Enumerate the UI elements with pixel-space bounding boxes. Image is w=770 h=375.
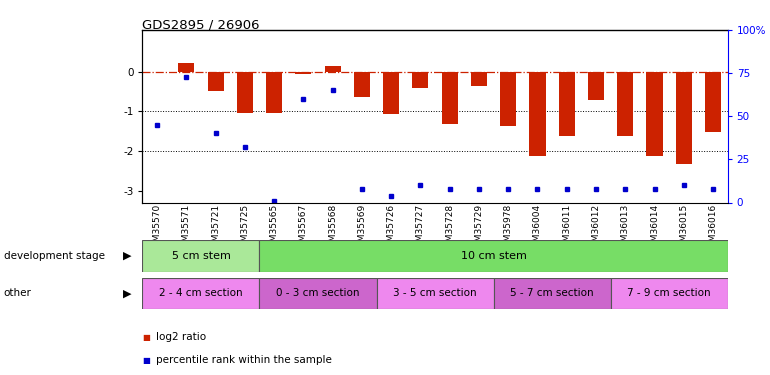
Text: percentile rank within the sample: percentile rank within the sample <box>156 355 332 365</box>
Text: 0 - 3 cm section: 0 - 3 cm section <box>276 288 360 298</box>
Bar <box>142 278 259 309</box>
Bar <box>442 72 457 124</box>
Bar <box>471 72 487 86</box>
Text: ■: ■ <box>142 333 150 342</box>
Text: 3 - 5 cm section: 3 - 5 cm section <box>393 288 477 298</box>
Text: 7 - 9 cm section: 7 - 9 cm section <box>628 288 711 298</box>
Bar <box>705 72 721 132</box>
Bar <box>618 72 633 136</box>
Bar <box>354 72 370 97</box>
Bar <box>413 72 428 88</box>
Text: ▶: ▶ <box>123 251 132 261</box>
Bar <box>237 72 253 113</box>
Text: log2 ratio: log2 ratio <box>156 333 206 342</box>
Bar <box>179 63 194 72</box>
Text: 10 cm stem: 10 cm stem <box>460 251 527 261</box>
Text: 5 cm stem: 5 cm stem <box>172 251 230 261</box>
Text: ■: ■ <box>142 356 150 364</box>
Bar <box>259 240 728 272</box>
Bar <box>494 278 611 309</box>
Text: 2 - 4 cm section: 2 - 4 cm section <box>159 288 243 298</box>
Bar <box>325 66 340 72</box>
Bar <box>259 278 377 309</box>
Bar <box>296 72 311 74</box>
Text: 5 - 7 cm section: 5 - 7 cm section <box>511 288 594 298</box>
Bar <box>500 72 516 126</box>
Text: development stage: development stage <box>4 251 105 261</box>
Bar <box>611 278 728 309</box>
Bar <box>530 72 545 156</box>
Text: other: other <box>4 288 32 298</box>
Text: ▶: ▶ <box>123 288 132 298</box>
Text: GDS2895 / 26906: GDS2895 / 26906 <box>142 19 260 32</box>
Bar <box>647 72 662 156</box>
Bar <box>559 72 574 136</box>
Bar <box>142 240 259 272</box>
Bar <box>208 72 223 91</box>
Bar <box>588 72 604 100</box>
Bar <box>266 72 282 113</box>
Bar <box>383 72 399 114</box>
Bar <box>676 72 691 164</box>
Bar <box>377 278 494 309</box>
